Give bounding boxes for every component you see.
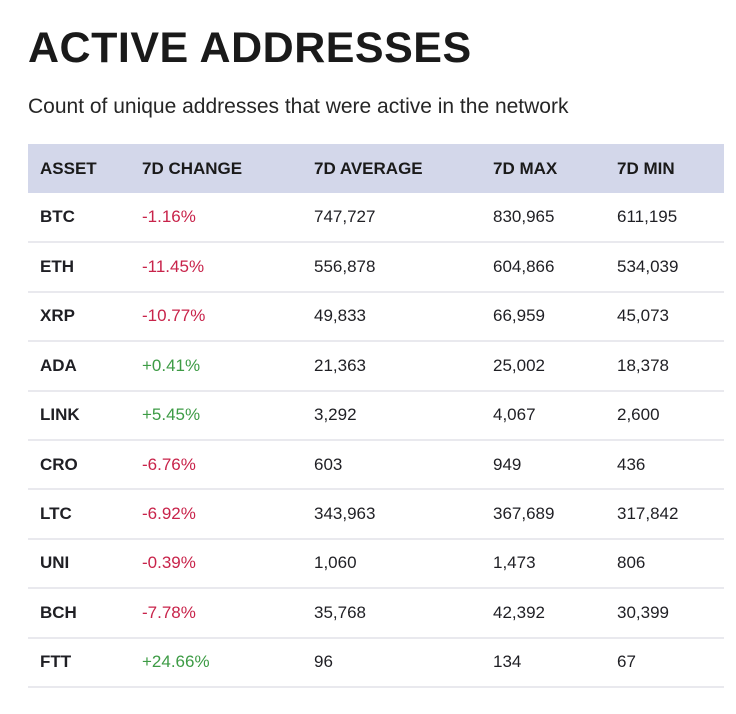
cell-7d-average: 343,963 — [314, 504, 376, 524]
cell-7d-average: 21,363 — [314, 355, 366, 375]
table-row: CRO -6.76% 603 949 436 — [28, 440, 724, 490]
column-header-7d-change: 7D CHANGE — [142, 158, 243, 178]
cell-7d-min: 806 — [617, 553, 646, 573]
table-row: ADA +0.41% 21,363 25,002 18,378 — [28, 341, 724, 391]
cell-7d-min: 436 — [617, 454, 646, 474]
cell-7d-average: 96 — [314, 652, 333, 672]
cell-asset: FTT — [40, 652, 72, 672]
cell-7d-change: -11.45% — [142, 257, 205, 277]
cell-7d-max: 830,965 — [493, 207, 555, 227]
table-row: XRP -10.77% 49,833 66,959 45,073 — [28, 292, 724, 342]
cell-7d-change: -6.76% — [142, 454, 196, 474]
cell-7d-average: 747,727 — [314, 207, 376, 227]
cell-7d-average: 1,060 — [314, 553, 357, 573]
cell-7d-min: 18,378 — [617, 355, 669, 375]
cell-asset: BCH — [40, 602, 77, 622]
cell-asset: LINK — [40, 405, 80, 425]
cell-7d-average: 3,292 — [314, 405, 357, 425]
cell-7d-max: 604,866 — [493, 257, 555, 277]
table-row: LTC -6.92% 343,963 367,689 317,842 — [28, 489, 724, 539]
cell-7d-change: -6.92% — [142, 504, 196, 524]
table-row: LINK +5.45% 3,292 4,067 2,600 — [28, 391, 724, 440]
cell-7d-change: +0.41% — [142, 355, 201, 375]
table-row: UNI -0.39% 1,060 1,473 806 — [28, 539, 724, 589]
cell-asset: LTC — [40, 504, 72, 524]
cell-7d-max: 66,959 — [493, 306, 545, 326]
cell-7d-change: -0.39% — [142, 553, 196, 573]
table-row: ETH -11.45% 556,878 604,866 534,039 — [28, 242, 724, 292]
cell-asset: CRO — [40, 454, 78, 474]
cell-7d-min: 534,039 — [617, 257, 679, 277]
cell-7d-min: 2,600 — [617, 405, 660, 425]
table-row: BCH -7.78% 35,768 42,392 30,399 — [28, 588, 724, 638]
cell-7d-min: 317,842 — [617, 504, 679, 524]
column-header-7d-average: 7D AVERAGE — [314, 158, 423, 178]
page-title: ACTIVE ADDRESSES — [28, 24, 472, 72]
cell-7d-change: +24.66% — [142, 652, 210, 672]
cell-asset: BTC — [40, 207, 75, 227]
table-header: ASSET 7D CHANGE 7D AVERAGE 7D MAX 7D MIN — [28, 144, 724, 193]
table-header-row: ASSET 7D CHANGE 7D AVERAGE 7D MAX 7D MIN — [28, 144, 724, 193]
cell-7d-min: 30,399 — [617, 602, 669, 622]
cell-7d-max: 4,067 — [493, 405, 536, 425]
cell-7d-min: 67 — [617, 652, 636, 672]
cell-7d-average: 49,833 — [314, 306, 366, 326]
cell-asset: UNI — [40, 553, 70, 573]
cell-asset: XRP — [40, 306, 75, 326]
cell-asset: ETH — [40, 257, 74, 277]
cell-7d-max: 134 — [493, 652, 522, 672]
cell-asset: ADA — [40, 355, 77, 375]
column-header-asset: ASSET — [40, 158, 97, 178]
cell-7d-change: -10.77% — [142, 306, 206, 326]
column-header-7d-max: 7D MAX — [493, 158, 558, 178]
cell-7d-max: 949 — [493, 454, 522, 474]
cell-7d-change: +5.45% — [142, 405, 201, 425]
table-body: BTC -1.16% 747,727 830,965 611,195 ETH -11.45%… — [28, 193, 724, 687]
cell-7d-max: 1,473 — [493, 553, 536, 573]
page-subtitle: Count of unique addresses that were acti… — [28, 95, 569, 118]
cell-7d-average: 556,878 — [314, 257, 376, 277]
cell-7d-max: 367,689 — [493, 504, 555, 524]
cell-7d-min: 611,195 — [617, 207, 678, 227]
column-header-7d-min: 7D MIN — [617, 158, 675, 178]
cell-7d-average: 603 — [314, 454, 343, 474]
table-row: BTC -1.16% 747,727 830,965 611,195 — [28, 193, 724, 243]
table-row: FTT +24.66% 96 134 67 — [28, 638, 724, 687]
cell-7d-max: 25,002 — [493, 355, 545, 375]
cell-7d-min: 45,073 — [617, 306, 669, 326]
cell-7d-average: 35,768 — [314, 602, 366, 622]
cell-7d-change: -1.16% — [142, 207, 196, 227]
active-addresses-table: ASSET 7D CHANGE 7D AVERAGE 7D MAX 7D MIN… — [28, 144, 724, 688]
cell-7d-change: -7.78% — [142, 602, 196, 622]
cell-7d-max: 42,392 — [493, 602, 545, 622]
